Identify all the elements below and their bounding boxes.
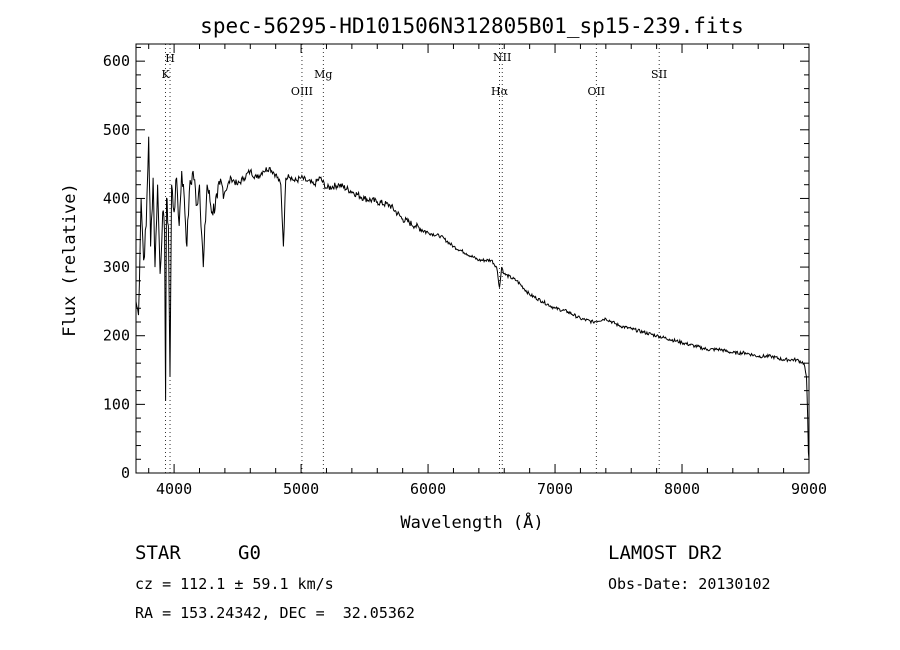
reference-line-label: Hα — [491, 85, 509, 98]
x-tick-label: 8000 — [664, 480, 700, 498]
survey-name: LAMOST DR2 — [608, 542, 723, 564]
spectrum-series-line — [135, 136, 810, 460]
reference-line-label: SII — [651, 68, 667, 81]
y-tick-label: 200 — [103, 327, 130, 345]
x-tick-label: 5000 — [283, 480, 319, 498]
y-tick-label: 400 — [103, 189, 130, 207]
object-class: STAR — [135, 542, 181, 564]
observation-date: Obs-Date: 20130102 — [608, 575, 771, 593]
x-tick-label: 4000 — [156, 480, 192, 498]
y-tick-label: 500 — [103, 121, 130, 139]
y-tick-label: 0 — [121, 464, 130, 482]
redshift-cz: cz = 112.1 ± 59.1 km/s — [135, 575, 334, 593]
chart-title: spec-56295-HD101506N312805B01_sp15-239.f… — [200, 14, 744, 38]
y-tick-label: 600 — [103, 52, 130, 70]
reference-line-label: H — [165, 52, 175, 65]
y-tick-label: 100 — [103, 395, 130, 413]
x-tick-label: 7000 — [537, 480, 573, 498]
reference-line-label: K — [161, 68, 170, 81]
plot-frame — [135, 43, 810, 474]
x-tick-label: 6000 — [410, 480, 446, 498]
reference-line-label: OIII — [291, 85, 313, 98]
y-tick-label: 300 — [103, 258, 130, 276]
y-axis-label: Flux (relative) — [60, 183, 80, 337]
reference-line-label: NII — [493, 51, 511, 64]
reference-line-label: Mg — [314, 68, 332, 81]
spectral-subclass: G0 — [238, 542, 261, 564]
reference-line-label: OII — [587, 85, 605, 98]
x-axis-label: Wavelength (Å) — [400, 511, 543, 533]
x-tick-label: 9000 — [791, 480, 827, 498]
sky-coordinates: RA = 153.24342, DEC = 32.05362 — [135, 604, 415, 622]
